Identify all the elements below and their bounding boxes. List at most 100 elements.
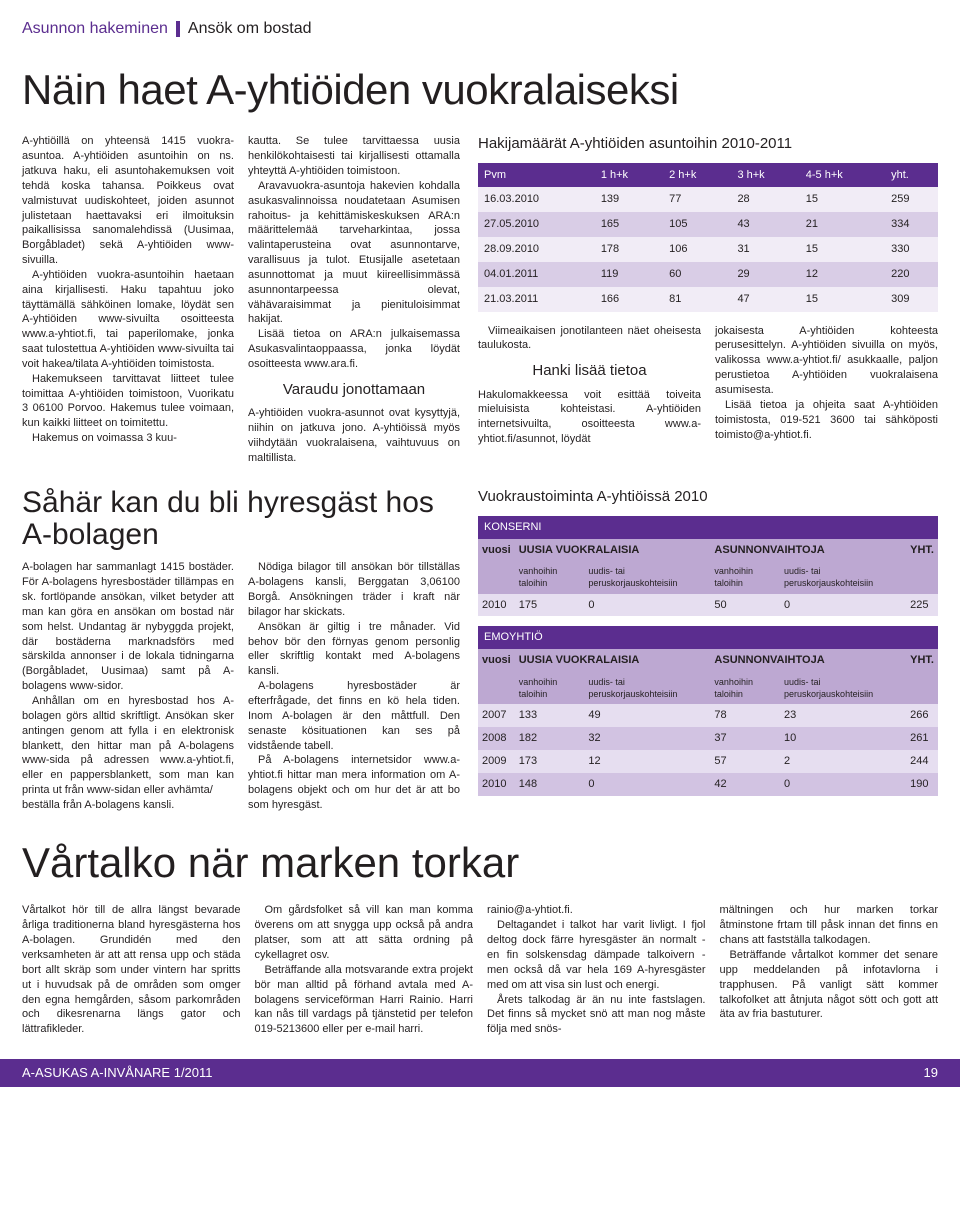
- table-cell: 10: [780, 727, 906, 750]
- table-cell: 105: [663, 212, 731, 237]
- body-text: Beträffande alla motsvarande extra proje…: [255, 963, 474, 1037]
- body-text: A-yhtiöiden vuokra-asuntoihin haetaan ai…: [22, 268, 234, 372]
- table-cell: 220: [885, 262, 938, 287]
- header-separator-icon: [176, 21, 180, 37]
- article-1: Näin haet A-yhtiöiden vuokralaiseksi A-y…: [22, 62, 938, 466]
- table1-title: Hakijamäärät A-yhtiöiden asuntoihin 2010…: [478, 134, 938, 154]
- body-text: Lisää tietoa on ARA:n julkaisemassa Asuk…: [248, 327, 460, 372]
- table-cell: 78: [710, 704, 780, 727]
- table-row: 04.01.2011119602912220: [478, 262, 938, 287]
- table-cell: 165: [595, 212, 663, 237]
- table-cell: 0: [584, 773, 710, 796]
- table-cell: 2009: [478, 750, 515, 773]
- table-cell: 259: [885, 187, 938, 212]
- footer-page-number: 19: [924, 1064, 938, 1082]
- table-cell: 2010: [478, 594, 515, 617]
- body-text: Nödiga bilagor till ansökan bör tillstäl…: [248, 560, 460, 619]
- article-3-cols: Vårtalkot hör till de allra längst bevar…: [22, 903, 938, 1037]
- table-cell: 21.03.2011: [478, 287, 595, 312]
- table-cell: 43: [731, 212, 799, 237]
- table-cell: 178: [595, 237, 663, 262]
- body-text: A-bolagen har sammanlagt 1415 bostäder. …: [22, 560, 234, 694]
- table2-title: Vuokraustoiminta A-yhtiöissä 2010: [478, 487, 938, 507]
- table-cell: 190: [906, 773, 938, 796]
- header-sv: Ansök om bostad: [188, 18, 312, 40]
- table-cell: 23: [780, 704, 906, 727]
- table-header: 2 h+k: [663, 163, 731, 188]
- table-row: 21.03.2011166814715309: [478, 287, 938, 312]
- table-cell: 261: [906, 727, 938, 750]
- table-cell: 148: [515, 773, 585, 796]
- table-row: 20101480420190: [478, 773, 938, 796]
- body-text: Hakulomakkeessa voit esittää toiveita mi…: [478, 388, 701, 447]
- table-header: 4-5 h+k: [800, 163, 885, 188]
- body-text: Om gårdsfolket så vill kan man komma öve…: [255, 903, 474, 962]
- body-text: Årets talkodag är än nu inte fastslagen.…: [487, 993, 706, 1038]
- table-row: 2007133497823266: [478, 704, 938, 727]
- table-cell: 28.09.2010: [478, 237, 595, 262]
- table-cell: 21: [800, 212, 885, 237]
- header-fi: Asunnon hakeminen: [22, 18, 168, 40]
- table-cell: 50: [710, 594, 780, 617]
- table-cell: 15: [800, 287, 885, 312]
- table-cell: 04.01.2011: [478, 262, 595, 287]
- body-text: Vårtalkot hör till de allra längst bevar…: [22, 903, 241, 1037]
- table-row: 2008182323710261: [478, 727, 938, 750]
- table-cell: 81: [663, 287, 731, 312]
- table-hakijamaarat: Pvm1 h+k2 h+k3 h+k4-5 h+kyht. 16.03.2010…: [478, 163, 938, 312]
- body-text: Hakemukseen tarvittavat liitteet tulee t…: [22, 372, 234, 431]
- table-cell: 27.05.2010: [478, 212, 595, 237]
- article-3: Vårtalko när marken torkar Vårtalkot hör…: [22, 835, 938, 1037]
- table-cell: 2010: [478, 773, 515, 796]
- body-text: rainio@a-yhtiot.fi.: [487, 903, 706, 918]
- table-cell: 244: [906, 750, 938, 773]
- table-cell: 60: [663, 262, 731, 287]
- body-text: beställa från A-bolagens kansli.: [22, 798, 234, 813]
- body-text: A-yhtiöiden vuokra-asunnot ovat kysyttyj…: [248, 406, 460, 465]
- table-cell: 0: [584, 594, 710, 617]
- table-cell: 182: [515, 727, 585, 750]
- article-2-title: Såhär kan du bli hyresgäst hos A-bolagen: [22, 487, 460, 550]
- table-cell: 225: [906, 594, 938, 617]
- table-cell: 15: [800, 187, 885, 212]
- article-3-title: Vårtalko när marken torkar: [22, 835, 938, 892]
- body-text: Anhållan om en hyresbostad hos A-bolagen…: [22, 694, 234, 798]
- table-header: 3 h+k: [731, 163, 799, 188]
- body-text: jokaisesta A-yhtiöiden kohteesta peruses…: [715, 324, 938, 398]
- table-cell: 29: [731, 262, 799, 287]
- table-cell: 28: [731, 187, 799, 212]
- subhead-varaudu: Varaudu jonottamaan: [248, 380, 460, 400]
- table-header: 1 h+k: [595, 163, 663, 188]
- table-cell: 166: [595, 287, 663, 312]
- table-row: 16.03.2010139772815259: [478, 187, 938, 212]
- table-subheader-row: vanhoihin taloihinuudis- tai peruskorjau…: [478, 561, 938, 593]
- article-1-title: Näin haet A-yhtiöiden vuokralaiseksi: [22, 62, 938, 119]
- table-cell: 0: [780, 594, 906, 617]
- table-cell: 15: [800, 237, 885, 262]
- table-header-row: vuosiUUSIA VUOKRALAISIAASUNNONVAIHTOJAYH…: [478, 649, 938, 672]
- body-text: Viimeaikaisen jonotilanteen näet oheises…: [478, 324, 701, 354]
- subhead-hanki: Hanki lisää tietoa: [478, 361, 701, 381]
- table-cell: 49: [584, 704, 710, 727]
- table-row: 27.05.20101651054321334: [478, 212, 938, 237]
- table-vuokraustoiminta: KONSERNI vuosiUUSIA VUOKRALAISIAASUNNONVA…: [478, 516, 938, 796]
- table-category-row: KONSERNI: [478, 516, 938, 539]
- body-text: Beträffande vårtalkot kommer det senare …: [720, 948, 939, 1022]
- table-cell: 2007: [478, 704, 515, 727]
- table-cell: 2: [780, 750, 906, 773]
- table-cell: 16.03.2010: [478, 187, 595, 212]
- table-header: yht.: [885, 163, 938, 188]
- table-cell: 0: [780, 773, 906, 796]
- article-1-left-cols: A-yhtiöillä on yhteensä 1415 vuokra-asun…: [22, 134, 460, 465]
- table-category-row: EMOYHTIÖ: [478, 626, 938, 649]
- table-row: 200917312572244: [478, 750, 938, 773]
- table-cell: 12: [800, 262, 885, 287]
- body-text: A-yhtiöillä on yhteensä 1415 vuokra-asun…: [22, 134, 234, 268]
- table-cell: 173: [515, 750, 585, 773]
- table-cell: 12: [584, 750, 710, 773]
- table-cell: 47: [731, 287, 799, 312]
- table-cell: 266: [906, 704, 938, 727]
- body-text: Ansökan är giltig i tre månader. Vid beh…: [248, 620, 460, 679]
- table-cell: 77: [663, 187, 731, 212]
- footer-bar: A-ASUKAS A-INVÅNARE 1/2011 19: [0, 1059, 960, 1087]
